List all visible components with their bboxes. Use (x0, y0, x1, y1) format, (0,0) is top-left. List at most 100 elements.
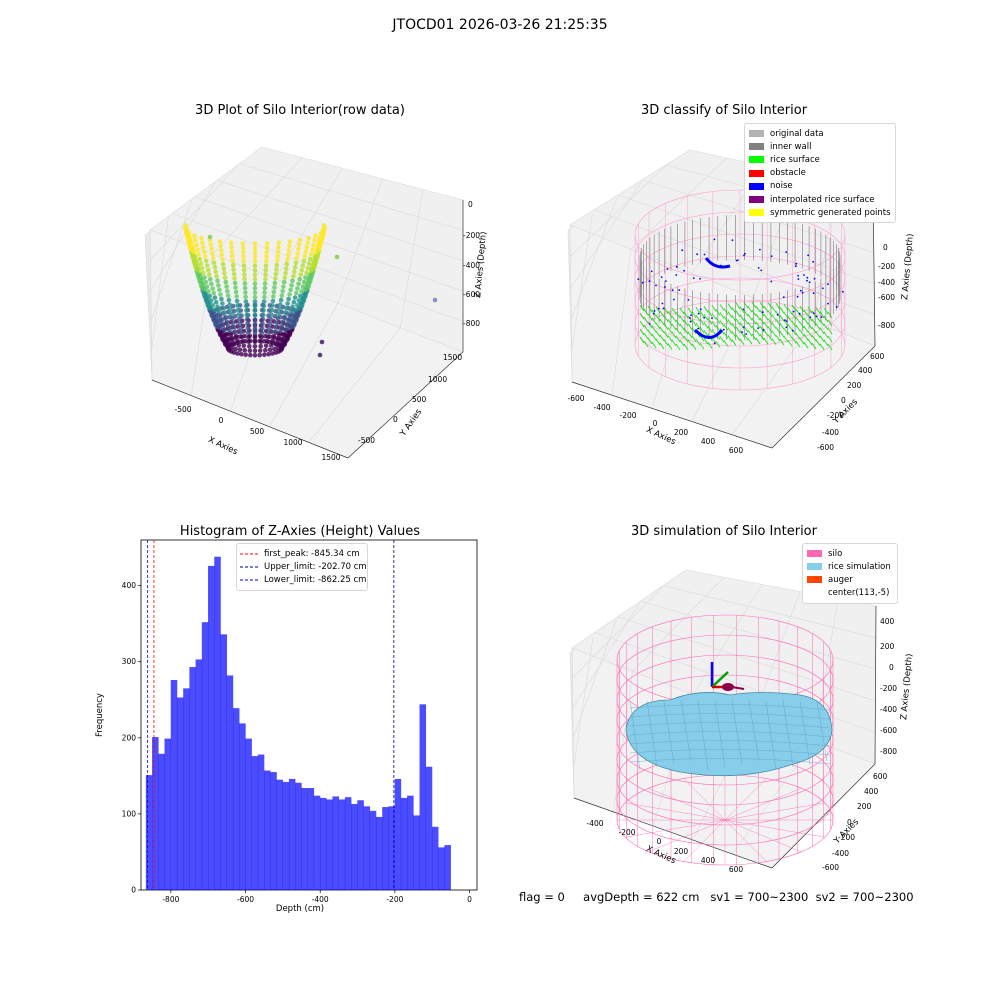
rice-surface-mark (819, 319, 825, 326)
raw-point (197, 256, 203, 262)
noise-point (648, 323, 651, 325)
raw-outlier-point (432, 297, 438, 303)
rice-surface-mark (667, 335, 673, 342)
rice-surface-mark (671, 339, 677, 347)
auger-arm (731, 686, 745, 690)
classify-3d-plot[interactable]: -600 -400 -200 0 200 400 600 -600 -400 -… (560, 130, 930, 470)
raw-point (252, 312, 258, 318)
raw-point (246, 334, 251, 340)
grid-line (617, 194, 875, 284)
raw-outlier-point (334, 254, 340, 260)
rice-surface-mark (723, 308, 729, 315)
legend-item-lower-limit: Lower_limit: -862.25 cm (240, 574, 367, 585)
rice-surface-mark (707, 342, 713, 349)
classify-z-axis-label: Z Axies (Depth) (900, 233, 916, 300)
rice-surface-mark (759, 325, 765, 333)
rice-surface-mark (803, 317, 809, 325)
rice-surface-mark (683, 319, 689, 327)
histogram-bar (375, 816, 383, 890)
raw-3d-plot[interactable]: -500 0 500 1000 1500 -500 0 500 1000 150… (130, 130, 490, 470)
rice-surface-mark (823, 315, 829, 323)
rice-surface-mark (727, 335, 733, 342)
raw-point (216, 283, 221, 288)
noise-point (760, 269, 763, 272)
raw-point (310, 247, 315, 252)
raw-point (259, 334, 264, 340)
raw-point (300, 284, 306, 290)
rice-surface-mark (767, 310, 773, 317)
grid-line (150, 164, 239, 261)
raw-point (201, 249, 207, 255)
raw-point (309, 252, 314, 257)
rice-mesh-line (629, 722, 831, 729)
rice-surface-mark (783, 327, 789, 335)
raw-point (278, 302, 283, 307)
raw-point (271, 333, 276, 339)
grid-line (150, 199, 193, 321)
rice-surface-mark (647, 337, 653, 345)
noise-point (809, 316, 812, 319)
raw-point (230, 320, 236, 325)
noise-point (722, 328, 725, 331)
rice-mesh-line (663, 701, 675, 765)
rice-surface-mark (735, 326, 741, 333)
rice-surface-mark (655, 306, 661, 314)
raw-point (318, 231, 324, 236)
rice-surface-mark (671, 331, 677, 339)
histogram-bar (183, 688, 190, 890)
grid-line (593, 209, 875, 316)
rice-surface-mark (787, 323, 793, 331)
rice-mesh-line (714, 701, 726, 768)
raw-point (308, 268, 314, 274)
simulation-3d-plot[interactable]: -400 -200 0 200 400 600 -600 -400 -200 0… (560, 550, 930, 880)
raw-point (272, 329, 278, 334)
rice-surface-mark (663, 307, 669, 314)
raw-point (269, 342, 274, 348)
noise-point (815, 315, 818, 318)
histogram-bar (363, 806, 371, 890)
noise-point (784, 319, 786, 322)
grid-line (217, 179, 464, 262)
noise-point (687, 299, 690, 301)
noise-point (794, 265, 797, 268)
raw-point (286, 296, 291, 302)
raw-point (252, 339, 258, 345)
rice-surface-mark (731, 331, 737, 338)
raw-point (208, 298, 214, 303)
sim-y-tick: 0 (847, 818, 852, 827)
raw-point (194, 242, 199, 248)
rice-surface-mark (703, 322, 709, 329)
noise-point (662, 307, 665, 310)
raw-point (235, 307, 241, 313)
raw-point (286, 318, 291, 323)
rice-surface-mark (795, 340, 801, 348)
rice-surface-mark (695, 338, 701, 346)
rice-surface-mark (767, 318, 773, 325)
raw-point (229, 311, 234, 316)
legend-item-rice-surface: rice surface (749, 153, 891, 166)
raw-point (276, 244, 281, 250)
rice-surface-mark (699, 310, 705, 318)
grid-line (692, 584, 763, 695)
classify-panel-title: 3D classify of Silo Interior (640, 103, 808, 118)
x-axis-line (571, 381, 773, 449)
noise-point (703, 253, 706, 256)
legend-item-auger: auger (807, 573, 893, 586)
raw-point (227, 302, 232, 307)
simulation-legend: silo rice simulation auger center(113,-5… (802, 543, 898, 604)
raw-point (252, 263, 258, 269)
raw-point (285, 257, 290, 262)
rice-surface-mark (711, 313, 717, 320)
noise-point (661, 302, 664, 305)
raw-point (292, 295, 298, 300)
rice-surface-mark (751, 317, 757, 325)
status-footer: flag = 0 avgDepth = 622 cm sv1 = 700~230… (519, 890, 914, 904)
rice-surface-mark (675, 319, 681, 327)
raw-point (222, 310, 227, 315)
grid-line (239, 163, 464, 231)
rice-surface-mark (639, 312, 645, 320)
raw-point-cloud (182, 223, 438, 358)
histogram-chart[interactable]: -800 -600 -400 -200 0 0 100 200 300 400 Depth (c… (80, 530, 500, 920)
silo-floor-spoke (724, 778, 767, 821)
rice-surface-mark (647, 321, 653, 329)
